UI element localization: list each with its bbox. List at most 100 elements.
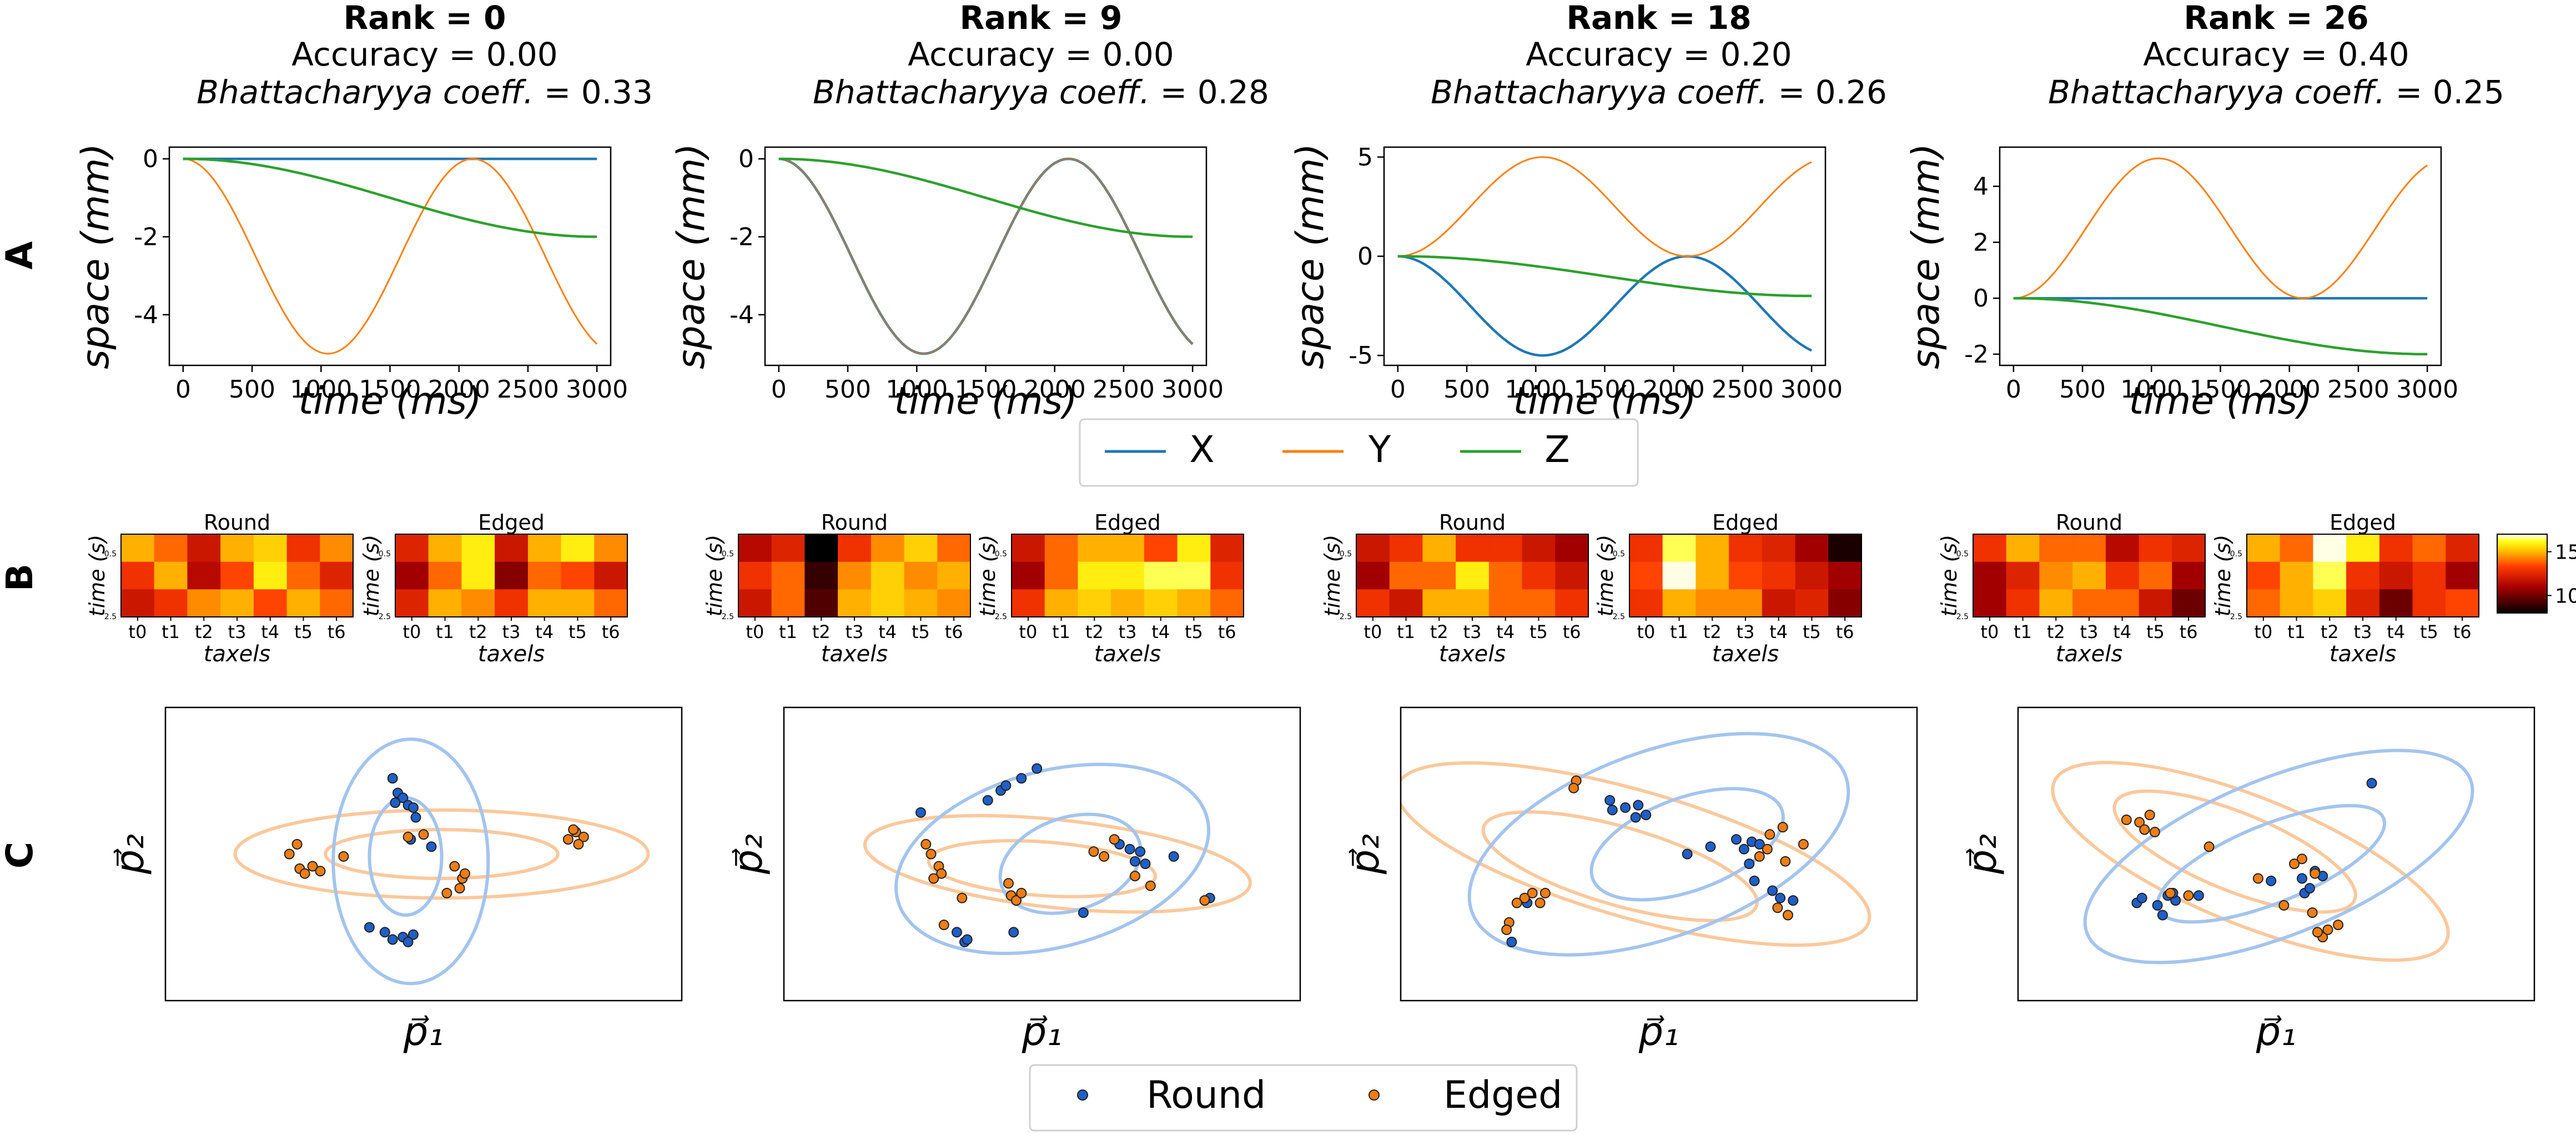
y-tick-label: 2.5 xyxy=(379,612,391,621)
round-point xyxy=(1016,773,1027,784)
x-tick-label: t6 xyxy=(2453,621,2472,642)
x-tick-label: t1 xyxy=(162,621,180,642)
edged-point xyxy=(2312,927,2323,938)
round-point xyxy=(1749,875,1760,886)
round-point xyxy=(982,795,993,806)
x-tick-label: 1000 xyxy=(1505,375,1567,404)
x-tick-label: t2 xyxy=(1703,621,1722,642)
round-point xyxy=(2157,910,2168,921)
edged-point xyxy=(299,868,310,879)
edged-point xyxy=(1754,851,1765,862)
colorbar-step xyxy=(2497,552,2547,555)
x-tick-label: 3000 xyxy=(1161,375,1224,404)
x-tick-label: 500 xyxy=(229,375,275,404)
y-axis-label: space (mm) xyxy=(74,143,118,369)
line-chart-0: 0 500 1000 1500 2000 2500 3000 0 -2 -4 time (ms) sp… xyxy=(74,143,628,423)
heatmap-cell xyxy=(428,561,462,590)
heatmap-cell xyxy=(1522,589,1556,617)
legend-label-x: X xyxy=(1189,428,1214,471)
round-point xyxy=(2297,873,2307,884)
y-tick-label: 2.5 xyxy=(995,612,1007,621)
heatmap-cell xyxy=(1795,534,1829,563)
edged-ellipse xyxy=(863,813,1252,914)
round-point xyxy=(962,934,973,945)
x-axis-label: p⃗₁ xyxy=(1638,1009,1679,1054)
edged-point xyxy=(1519,892,1530,903)
heatmap-cell xyxy=(1729,561,1763,590)
heatmap-cell xyxy=(1488,589,1523,617)
y-axis-label: space (mm) xyxy=(1289,143,1332,369)
legend-xyz: X Y Z xyxy=(1079,418,1639,487)
heatmap-title: Edged xyxy=(1094,510,1161,535)
heatmap-cell xyxy=(253,561,288,590)
heatmap-cell xyxy=(1389,561,1423,590)
round-point xyxy=(379,927,390,938)
x-tick-label: 0 xyxy=(175,375,191,404)
heatmap-cell xyxy=(2280,589,2313,617)
heatmap-cell xyxy=(1522,534,1556,563)
x-tick-label: t4 xyxy=(2387,621,2405,642)
heatmap-cell xyxy=(187,534,221,563)
heatmap-cell xyxy=(2105,534,2140,563)
heatmap-cell xyxy=(1177,589,1211,617)
x-tick-label: 3000 xyxy=(566,375,628,404)
heatmap-cell xyxy=(561,561,595,590)
heatmap-cell xyxy=(771,534,805,563)
edged-point xyxy=(925,848,937,860)
x-tick-label: t6 xyxy=(1836,621,1854,642)
x-tick-label: t1 xyxy=(2287,621,2306,642)
round-point xyxy=(1731,834,1742,845)
heatmap-cell xyxy=(1389,589,1423,617)
colorbar-step xyxy=(2497,591,2547,594)
edged-ellipse xyxy=(1481,810,1759,922)
edged-point xyxy=(1511,897,1522,908)
x-tick-label: t2 xyxy=(2321,621,2339,642)
line-chart-2: 0 500 1000 1500 2000 2500 3000 5 0 -5 time (ms) spa… xyxy=(1289,143,1843,423)
heatmap-cell xyxy=(1729,534,1763,563)
heatmap-cell xyxy=(121,561,155,590)
x-tick-label: t3 xyxy=(1463,621,1482,642)
heatmap-cell xyxy=(220,589,254,617)
heatmap-cell xyxy=(1422,589,1456,617)
column-title-0: Rank = 0 Accuracy = 0.00 Bhattacharyya c… xyxy=(197,0,653,111)
round-point xyxy=(1754,838,1765,850)
edged-point xyxy=(418,829,429,840)
edged-point xyxy=(459,868,470,879)
x-tick-label: t0 xyxy=(128,621,147,642)
round-ellipse xyxy=(1467,732,1850,957)
heatmap-cell xyxy=(904,561,938,590)
heatmap-cell xyxy=(2247,589,2281,617)
x-tick-label: t5 xyxy=(1803,621,1821,642)
heatmap-cell xyxy=(2313,561,2347,590)
heatmap-cell xyxy=(2172,589,2206,617)
y-tick-label: 0.5 xyxy=(1340,550,1352,559)
round-ellipse xyxy=(894,762,1211,956)
colorbar-step xyxy=(2497,589,2547,592)
bc-value: = 0.25 xyxy=(2385,73,2504,111)
round-point xyxy=(1140,858,1151,870)
colorbar-tick-label: 150 xyxy=(2555,541,2576,564)
y-tick-label: 2.5 xyxy=(722,612,734,621)
edged-point xyxy=(957,892,968,903)
edged-point xyxy=(2297,853,2307,865)
colorbar-frame xyxy=(2497,534,2548,614)
x-tick-label: t1 xyxy=(1670,621,1688,642)
series-line-y xyxy=(183,158,598,355)
edged-point xyxy=(578,831,589,842)
x-axis-label: time (ms) xyxy=(894,379,1078,423)
colorbar-step xyxy=(2497,607,2547,610)
x-tick-label: t6 xyxy=(1563,621,1581,642)
heatmap-cell xyxy=(1422,561,1456,590)
x-axis-label: taxels xyxy=(2330,641,2396,667)
rank-title: Rank = 0 xyxy=(343,0,506,37)
heatmap-cell xyxy=(594,561,628,590)
series-line-x xyxy=(1397,255,1813,357)
edged-point xyxy=(2307,907,2318,918)
x-tick-label: t6 xyxy=(1218,621,1236,642)
x-tick-label: t5 xyxy=(912,621,930,642)
y-tick-label: -2 xyxy=(1964,340,1989,369)
edged-point xyxy=(1003,878,1014,889)
y-tick-label: 5 xyxy=(1357,143,1373,172)
colorbar-step xyxy=(2497,595,2547,598)
heatmap-cell xyxy=(937,561,971,590)
